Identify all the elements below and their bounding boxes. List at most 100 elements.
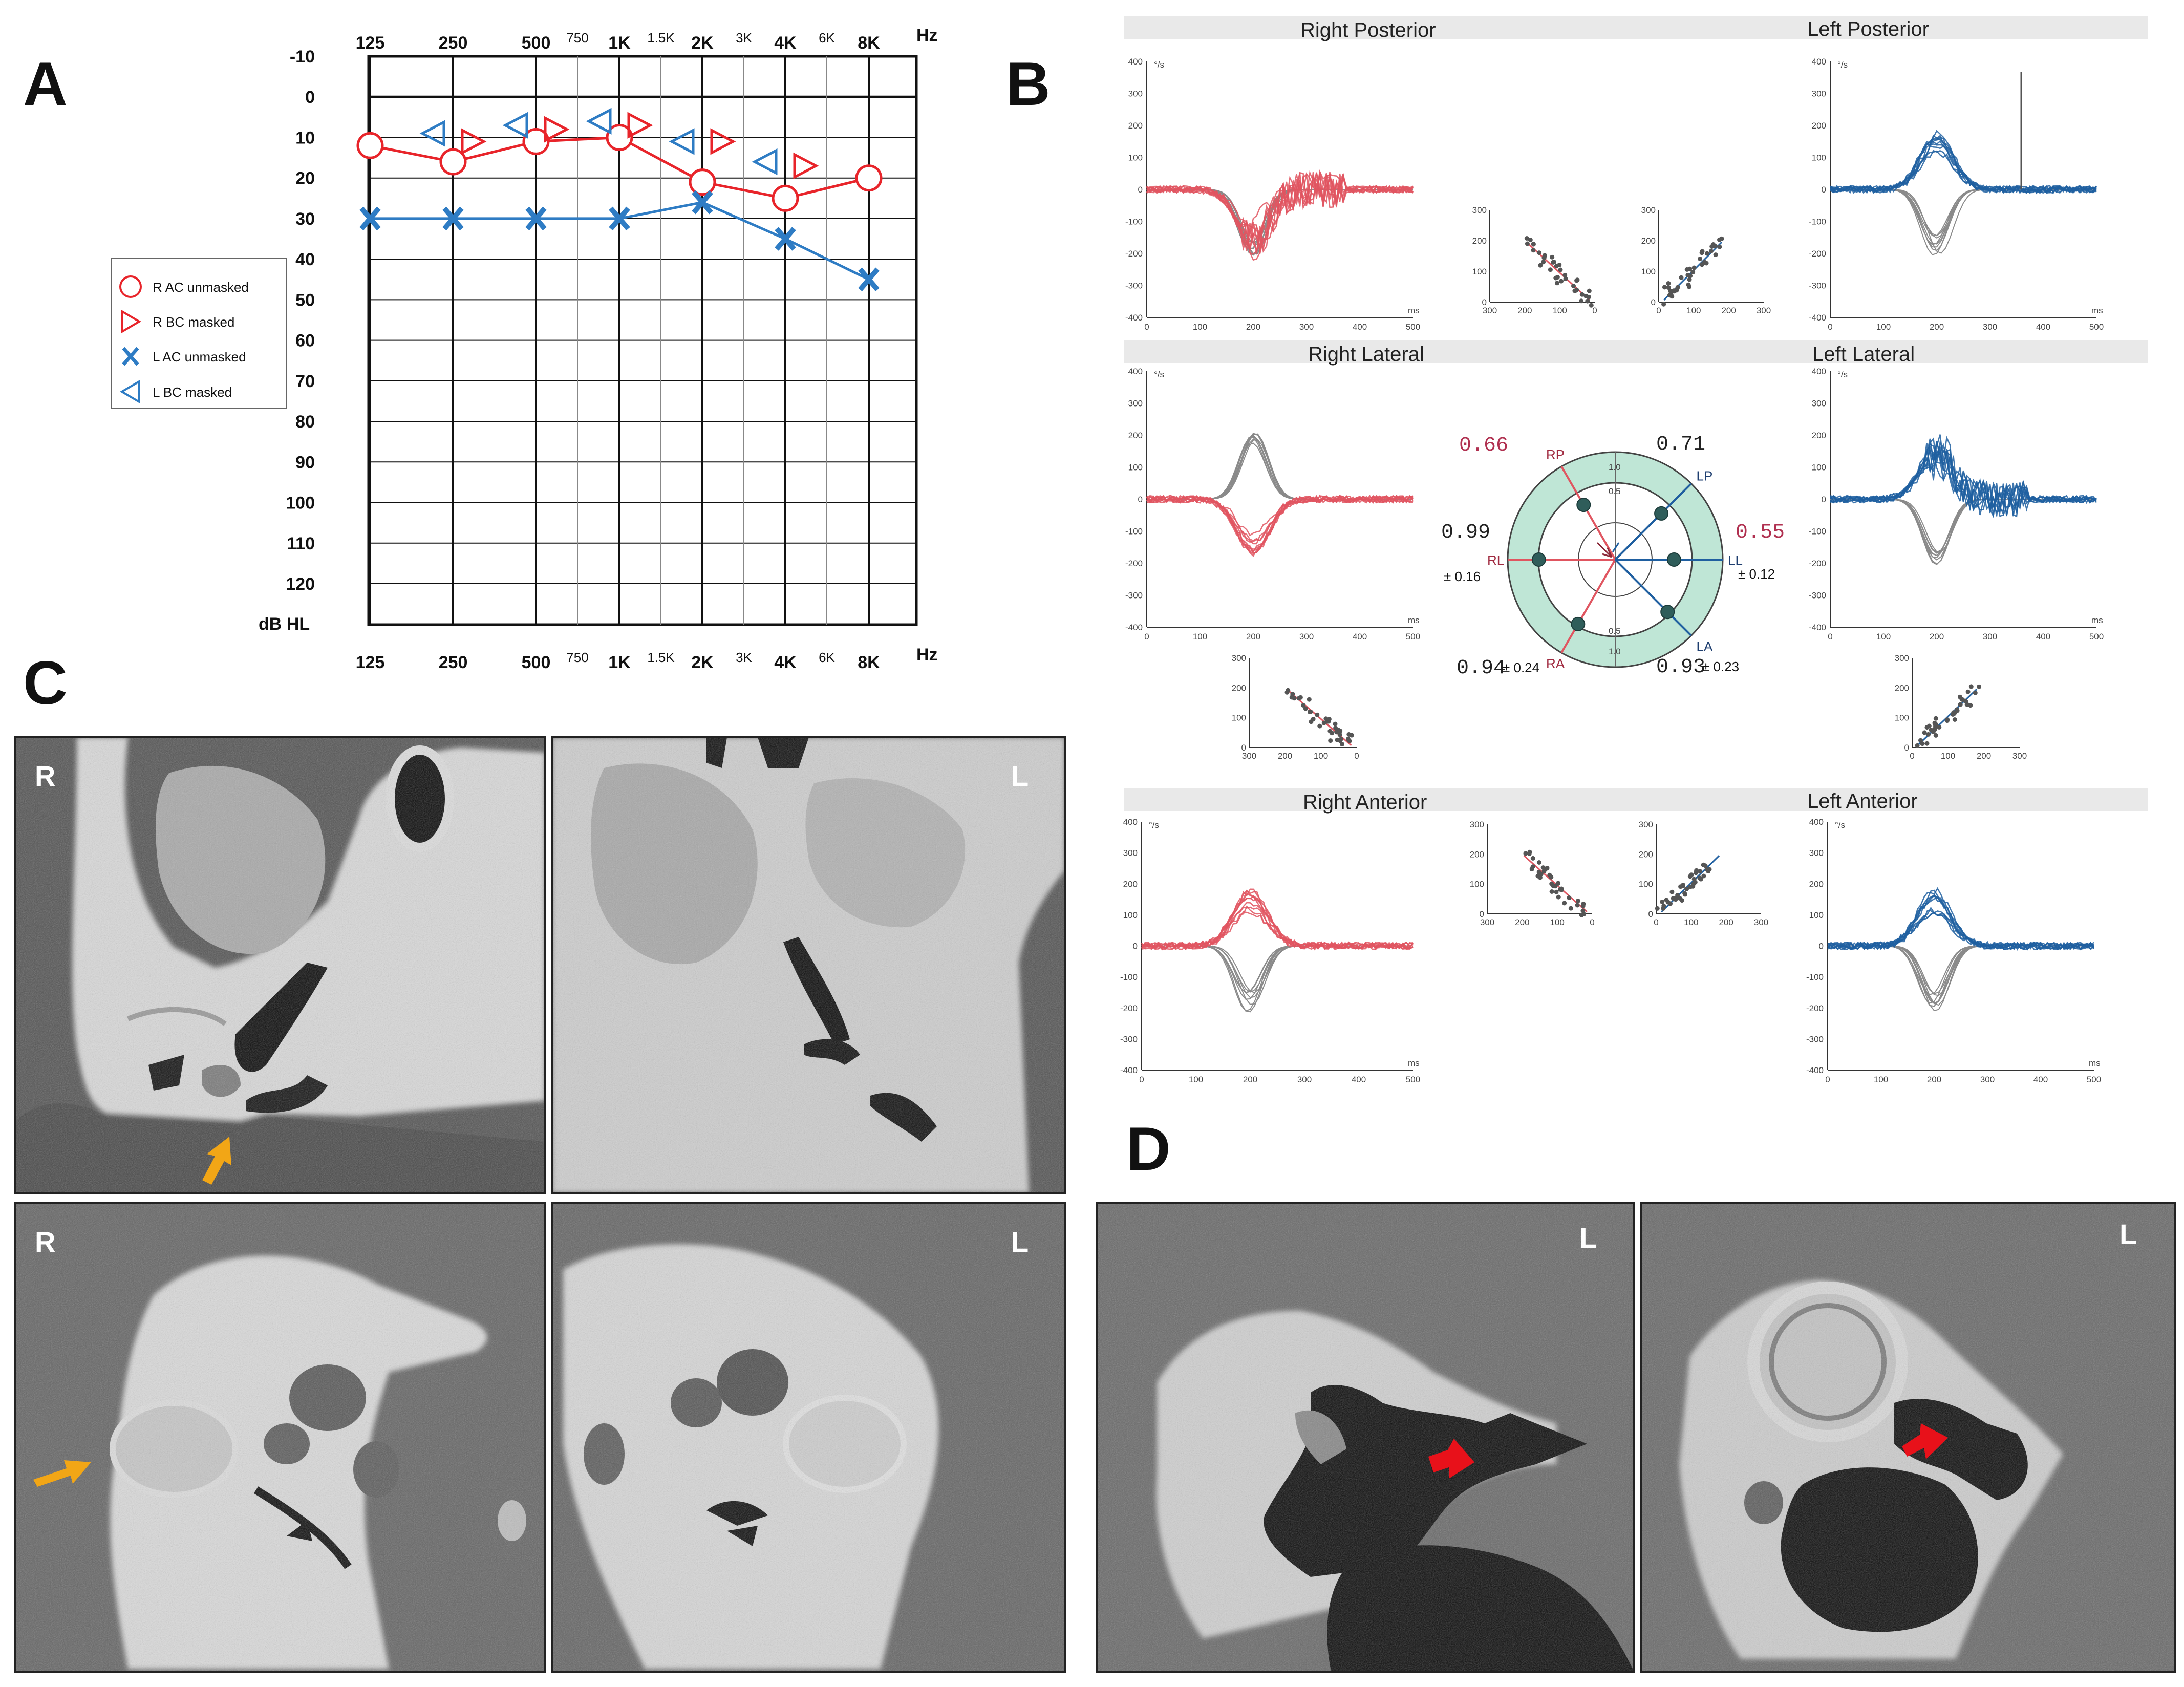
legend-r-bc-label: R BC masked — [153, 314, 234, 330]
y-tick: 100 — [1128, 153, 1143, 163]
panel-label-b: B — [1006, 50, 1051, 118]
scatter-point — [1575, 903, 1580, 908]
eye-trace — [1146, 173, 1414, 255]
scatter-point — [1944, 718, 1950, 723]
gain-spokes: RP LP RL LL RA LA — [1487, 447, 1743, 671]
audiogram-chart: 125 250 500 750 1K 1.5K 2K 3K 4K 6K 8K 125 250 500 75… — [111, 26, 938, 672]
vhit-title-left-posterior: Left Posterior — [1807, 18, 1929, 40]
scatter-point — [1926, 732, 1931, 737]
gain-marker-la — [1660, 605, 1675, 620]
head-trace — [1147, 433, 1413, 500]
scatter-point — [1571, 284, 1576, 289]
gain-marker-lp — [1654, 506, 1669, 521]
scatter-point — [1562, 272, 1568, 277]
gain-spoke-lp — [1614, 483, 1692, 561]
scatter-x-tick: 0 — [1656, 306, 1661, 315]
scatter-point — [1338, 738, 1343, 743]
gain-spoke-ra — [1560, 559, 1616, 653]
freq-tick-label: 500 — [522, 33, 551, 53]
freq-tick-label: 8K — [858, 653, 880, 672]
eye-trace — [1146, 495, 1413, 552]
scatter-y-tick: 200 — [1895, 683, 1909, 693]
scatter-point — [1536, 860, 1541, 865]
arrow-icon-yellow-2 — [33, 1460, 91, 1487]
scatter-point — [1973, 690, 1978, 695]
legend-l-bc-triangle-icon — [120, 379, 140, 404]
head-trace — [1147, 189, 1413, 250]
eye-trace — [1830, 134, 2097, 194]
gain-canal-label-lp: LP — [1696, 468, 1712, 484]
scatter-point — [1321, 720, 1326, 725]
scatter-point — [1668, 901, 1673, 906]
scatter-point — [1931, 729, 1936, 734]
ct-coronal-left: L — [552, 1203, 1065, 1672]
head-trace — [1142, 945, 1413, 998]
y-tick: 200 — [1123, 879, 1138, 889]
scatter-point — [1954, 707, 1959, 712]
y-tick: 300 — [1128, 89, 1143, 99]
scatter-point — [1661, 302, 1666, 307]
x-tick: 400 — [2036, 632, 2050, 642]
scatter-point — [1580, 908, 1586, 913]
scatter-x-tick: 300 — [1483, 306, 1497, 315]
y-tick: -300 — [1120, 1034, 1138, 1044]
l-bc-marker — [419, 120, 445, 147]
eye-trace — [1827, 887, 2094, 950]
x-unit: ms — [2091, 306, 2103, 315]
eye-trace — [1141, 897, 1414, 950]
y-tick: -400 — [1809, 623, 1826, 632]
scatter-point — [1668, 289, 1673, 294]
gain-rl-value: 0.99 — [1441, 521, 1490, 544]
x-unit: ms — [2089, 1058, 2101, 1068]
x-tick: 0 — [1144, 632, 1149, 642]
scatter-point — [1689, 872, 1694, 878]
gain-lp-value: 0.71 — [1656, 433, 1705, 456]
eye-trace — [1830, 136, 2097, 194]
y-tick: -400 — [1125, 313, 1143, 323]
x-tick: 300 — [1297, 1075, 1312, 1084]
legend-r-ac-label: R AC unmasked — [153, 280, 249, 295]
scatter-point — [1719, 236, 1724, 241]
scatter-y-tick: 300 — [1641, 205, 1656, 215]
scatter-y-tick: 200 — [1472, 236, 1487, 246]
freq-tick-label: 1K — [608, 653, 631, 672]
l-ac-marker — [359, 206, 381, 231]
eye-trace — [1146, 495, 1414, 557]
scatter-point — [1675, 285, 1680, 290]
scatter-point — [1968, 684, 1974, 689]
y-tick: 400 — [1128, 57, 1143, 67]
scatter-point — [1540, 865, 1546, 870]
scatter-point — [1525, 241, 1530, 246]
y-tick: -400 — [1806, 1065, 1824, 1075]
y-tick: 0 — [1819, 942, 1824, 951]
x-unit: ms — [2091, 615, 2103, 625]
scatter-point — [1662, 285, 1667, 290]
eye-trace — [1146, 494, 1414, 537]
x-tick: 100 — [1193, 322, 1207, 332]
x-tick: 400 — [2033, 1075, 2048, 1084]
x-tick: 200 — [1246, 322, 1260, 332]
head-trace — [1830, 189, 2096, 246]
x-tick: 300 — [1980, 1075, 1995, 1084]
y-tick: -400 — [1125, 623, 1143, 632]
scatter-point — [1531, 248, 1536, 253]
audiogram-legend: R AC unmasked R BC masked L AC unmasked … — [111, 258, 287, 409]
scatter-point — [1328, 738, 1333, 743]
eye-trace — [1830, 137, 2097, 194]
vhit-title-bar-bottom — [1124, 788, 2148, 811]
scatter-point — [1684, 267, 1689, 272]
x-tick: 200 — [1930, 632, 1944, 642]
x-tick: 100 — [1876, 322, 1891, 332]
y-unit: °/s — [1837, 370, 1848, 379]
scatter-point — [1691, 882, 1696, 887]
r-bc-marker — [793, 152, 819, 180]
freq-tick-label: 3K — [736, 650, 752, 665]
y-unit: °/s — [1835, 820, 1845, 830]
ct-axial-left: L — [552, 737, 1065, 1193]
scatter-x-tick: 0 — [1592, 306, 1597, 315]
gain-ring-tick-2: 0.5 — [1609, 486, 1621, 496]
